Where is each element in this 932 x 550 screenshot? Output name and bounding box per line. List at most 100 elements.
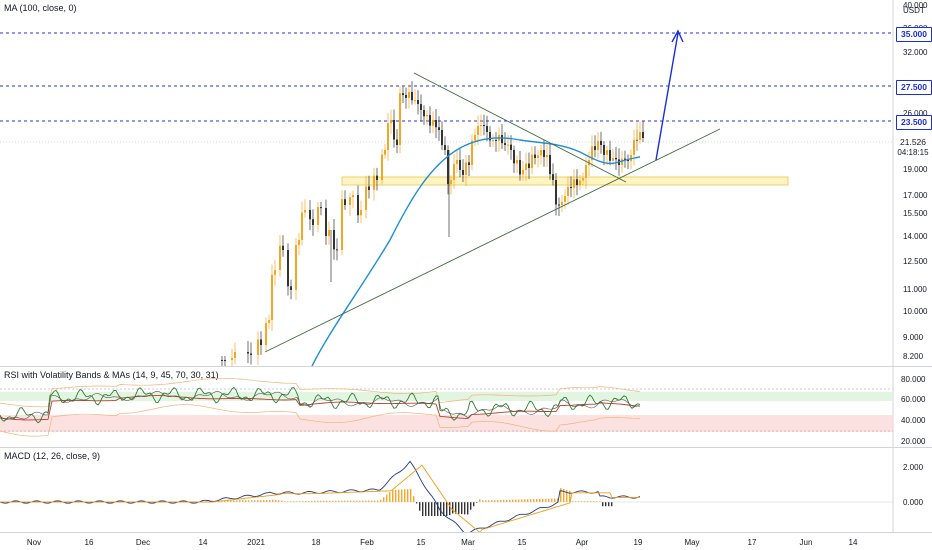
candle-body[interactable]: [381, 154, 383, 180]
pane-separator-1[interactable]: [0, 366, 932, 367]
candle-body[interactable]: [298, 240, 300, 246]
candle-body[interactable]: [333, 230, 335, 250]
candle-body[interactable]: [282, 245, 284, 250]
candle-body[interactable]: [320, 207, 322, 209]
candle-body[interactable]: [534, 154, 536, 158]
candle-body[interactable]: [405, 95, 407, 98]
triangle-upper-trendline[interactable]: [413, 72, 627, 183]
candle-body[interactable]: [516, 160, 518, 164]
candle-body[interactable]: [295, 245, 297, 290]
candle-body[interactable]: [231, 357, 233, 360]
candle-body[interactable]: [408, 92, 410, 98]
candle-body[interactable]: [349, 197, 351, 205]
candle-body[interactable]: [567, 186, 569, 196]
candle-body[interactable]: [260, 339, 262, 345]
candle-body[interactable]: [352, 195, 354, 198]
candle-body[interactable]: [290, 286, 292, 290]
candle-body[interactable]: [600, 140, 602, 145]
rsi-indicator-label[interactable]: RSI with Volatility Bands & MAs (14, 9, …: [4, 370, 219, 380]
rsi-chart[interactable]: 80.000 60.000 40.000 20.000: [0, 367, 932, 447]
time-axis[interactable]: Nov 16 Dec 14 2021 18 Feb 15 Mar 15 Apr 19 May 17 Jun 1…: [0, 533, 932, 550]
candle-body[interactable]: [630, 155, 632, 161]
candle-body[interactable]: [438, 127, 440, 130]
current-price-tag[interactable]: 21.526: [896, 136, 930, 149]
candle-body[interactable]: [585, 165, 587, 178]
candle-body[interactable]: [495, 140, 497, 141]
candle-body[interactable]: [594, 146, 596, 150]
candle-body[interactable]: [543, 150, 545, 157]
candle-body[interactable]: [582, 178, 584, 181]
candle-body[interactable]: [450, 180, 452, 185]
candle-body[interactable]: [432, 120, 434, 126]
projection-arrow-line[interactable]: [655, 32, 679, 161]
candle-body[interactable]: [435, 120, 437, 128]
candle-body[interactable]: [301, 212, 303, 240]
level-tag-23500[interactable]: 23.500: [896, 115, 932, 130]
macd-line[interactable]: [0, 460, 641, 532]
candle-body[interactable]: [312, 219, 314, 225]
candle-body[interactable]: [480, 125, 482, 127]
candle-body[interactable]: [360, 210, 362, 216]
price-pane[interactable]: MA (100, close, 0) 40.00036.00032.00029.…: [0, 0, 932, 366]
candle-body[interactable]: [221, 360, 223, 361]
candle-body[interactable]: [513, 150, 515, 164]
candle-body[interactable]: [393, 120, 395, 140]
candle-body[interactable]: [234, 352, 236, 358]
support-zone[interactable]: [341, 176, 789, 186]
candle-body[interactable]: [558, 204, 560, 206]
candle-body[interactable]: [390, 120, 392, 124]
candle-body[interactable]: [265, 322, 267, 345]
candle-body[interactable]: [247, 352, 249, 354]
candle-body[interactable]: [477, 126, 479, 135]
candle-body[interactable]: [224, 360, 226, 361]
candle-body[interactable]: [429, 115, 431, 126]
candle-body[interactable]: [328, 230, 330, 236]
candle-body[interactable]: [540, 150, 542, 156]
rsi-line[interactable]: [0, 386, 641, 424]
candle-body[interactable]: [317, 207, 319, 225]
candle-body[interactable]: [268, 320, 270, 323]
candle-body[interactable]: [465, 162, 467, 175]
candle-body[interactable]: [531, 154, 533, 168]
candle-body[interactable]: [561, 201, 563, 205]
candle-body[interactable]: [597, 140, 599, 150]
rsi-pane[interactable]: RSI with Volatility Bands & MAs (14, 9, …: [0, 367, 932, 447]
candle-body[interactable]: [414, 100, 416, 101]
candle-body[interactable]: [287, 250, 289, 287]
candle-body[interactable]: [373, 175, 375, 190]
candle-body[interactable]: [387, 123, 389, 150]
candle-body[interactable]: [279, 245, 281, 270]
candle-body[interactable]: [309, 210, 311, 220]
candle-body[interactable]: [501, 135, 503, 144]
candle-body[interactable]: [399, 93, 401, 145]
candle-body[interactable]: [468, 162, 470, 165]
candle-body[interactable]: [624, 158, 626, 160]
candle-body[interactable]: [344, 199, 346, 205]
triangle-lower-trendline[interactable]: [264, 128, 721, 353]
candle-body[interactable]: [615, 158, 617, 160]
candle-body[interactable]: [552, 174, 554, 180]
candle-body[interactable]: [519, 160, 521, 175]
level-tag-35000[interactable]: 35.000: [896, 27, 932, 42]
candle-body[interactable]: [304, 210, 306, 213]
candle-body[interactable]: [341, 199, 343, 250]
candle-body[interactable]: [365, 186, 367, 210]
candle-body[interactable]: [537, 155, 539, 158]
candle-body[interactable]: [402, 93, 404, 95]
candle-body[interactable]: [423, 110, 425, 117]
price-chart[interactable]: 40.00036.00032.00029.00026.00021.00019.0…: [0, 0, 932, 366]
candle-body[interactable]: [522, 170, 524, 175]
ma-indicator-label[interactable]: MA (100, close, 0): [4, 3, 77, 13]
candle-body[interactable]: [603, 145, 605, 155]
candle-body[interactable]: [411, 92, 413, 101]
macd-chart[interactable]: 2.000 0.000: [0, 448, 932, 532]
candle-body[interactable]: [376, 175, 378, 180]
candle-body[interactable]: [271, 274, 273, 320]
candle-body[interactable]: [489, 132, 491, 141]
level-tag-27500[interactable]: 27.500: [896, 80, 932, 95]
candle-body[interactable]: [368, 186, 370, 190]
candle-body[interactable]: [420, 104, 422, 110]
candle-body[interactable]: [453, 163, 455, 180]
candle-body[interactable]: [325, 208, 327, 236]
candle-body[interactable]: [510, 144, 512, 150]
